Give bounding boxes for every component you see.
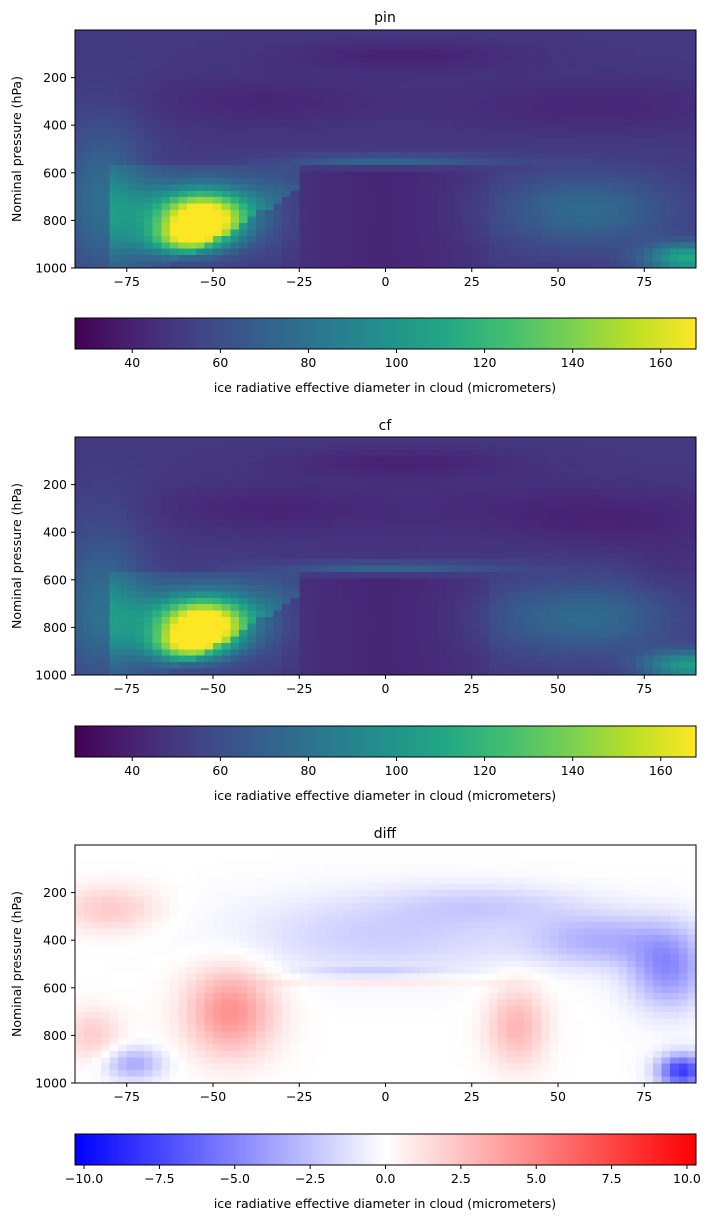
- x-tick-label: 75: [636, 681, 652, 696]
- x-tick-label: −50: [200, 274, 226, 289]
- x-tick-label: 25: [464, 1089, 480, 1104]
- colorbar-tick-label: 40: [124, 763, 140, 778]
- colorbar-tick-label: 100: [385, 355, 409, 370]
- x-tick-label: 0: [382, 681, 390, 696]
- x-tick-label: 50: [550, 274, 566, 289]
- y-tick-label: 200: [43, 70, 67, 85]
- x-tick-label: −25: [286, 1089, 312, 1104]
- colorbar: [74, 317, 697, 350]
- y-axis-label: Nominal pressure (hPa): [9, 76, 24, 222]
- x-tick-label: 25: [464, 681, 480, 696]
- colorbar-tick-label: 5.0: [526, 1171, 546, 1186]
- colorbar-ticks: −10.0 −7.5 −5.0 −2.5 0.0 2.5 5.0 7.5 10.0: [65, 1165, 701, 1186]
- panel-pin: pin −75 −50 −25 0 25 50 75 200 400 600 800 1000 No…: [9, 10, 697, 395]
- x-tick-label: −75: [114, 274, 140, 289]
- x-tick-label: −25: [286, 274, 312, 289]
- colorbar-tick-label: 140: [561, 763, 585, 778]
- colorbar-label: ice radiative effective diameter in clou…: [214, 788, 556, 803]
- x-tick-label: 75: [636, 1089, 652, 1104]
- x-tick-label: 75: [636, 274, 652, 289]
- colorbar-tick-label: 40: [124, 355, 140, 370]
- colorbar-tick-label: 100: [385, 763, 409, 778]
- y-tick-label: 1000: [35, 1076, 67, 1091]
- colorbar-tick-label: −2.5: [295, 1171, 325, 1186]
- colorbar-tick-label: 80: [300, 355, 316, 370]
- y-tick-label: 600: [43, 165, 67, 180]
- colorbar-label: ice radiative effective diameter in clou…: [214, 1196, 556, 1211]
- y-tick-label: 800: [43, 213, 67, 228]
- colorbar-tick-label: 2.5: [451, 1171, 471, 1186]
- colorbar-tick-label: −7.5: [144, 1171, 174, 1186]
- panel-cf: cf −75 −50 −25 0 25 50 75 200 400 600 800 1000 Nom…: [9, 418, 697, 803]
- x-tick-label: −25: [286, 681, 312, 696]
- x-tick-label: −75: [114, 681, 140, 696]
- x-tick-label: 0: [382, 1089, 390, 1104]
- y-tick-label: 200: [43, 885, 67, 900]
- colorbar-tick-label: 120: [473, 763, 497, 778]
- x-tick-label: −50: [200, 681, 226, 696]
- x-tick-label: 0: [382, 274, 390, 289]
- y-axis-label: Nominal pressure (hPa): [9, 483, 24, 629]
- y-tick-label: 1000: [35, 668, 67, 683]
- heatmap-image: [75, 30, 696, 268]
- colorbar-label: ice radiative effective diameter in clou…: [214, 380, 556, 395]
- y-tick-label: 200: [43, 477, 67, 492]
- y-tick-label: 400: [43, 933, 67, 948]
- y-tick-label: 800: [43, 620, 67, 635]
- colorbar-tick-label: −5.0: [220, 1171, 250, 1186]
- colorbar-tick-label: 160: [649, 355, 673, 370]
- y-tick-label: 600: [43, 980, 67, 995]
- colorbar-tick-label: 7.5: [602, 1171, 622, 1186]
- colorbar-tick-label: 140: [561, 355, 585, 370]
- heatmap-cells: [75, 437, 696, 675]
- colorbar: [74, 1133, 697, 1166]
- x-tick-label: 50: [550, 681, 566, 696]
- y-axis: 200 400 600 800 1000: [35, 70, 75, 276]
- colorbar-tick-label: 10.0: [673, 1171, 701, 1186]
- colorbar-ticks: 40 60 80 100 120 140 160: [124, 349, 673, 370]
- colorbar-tick-label: 160: [649, 763, 673, 778]
- colorbar-tick-label: −10.0: [65, 1171, 103, 1186]
- heatmap-image: [75, 437, 696, 675]
- y-tick-label: 800: [43, 1028, 67, 1043]
- x-tick-label: −50: [200, 1089, 226, 1104]
- x-tick-label: −75: [114, 1089, 140, 1104]
- y-axis-label: Nominal pressure (hPa): [9, 891, 24, 1037]
- x-axis: −75 −50 −25 0 25 50 75: [114, 268, 652, 289]
- y-tick-label: 600: [43, 572, 67, 587]
- x-tick-label: 25: [464, 274, 480, 289]
- panel-title: cf: [379, 418, 393, 434]
- colorbar-tick-label: 0.0: [376, 1171, 396, 1186]
- y-tick-label: 1000: [35, 261, 67, 276]
- heatmap-image: [75, 845, 696, 1083]
- colorbar-ticks: 40 60 80 100 120 140 160: [124, 757, 673, 778]
- colorbar-tick-label: 80: [300, 763, 316, 778]
- panel-diff: diff −75 −50 −25 0 25 50 75 200 400 600 800 1000 N…: [9, 826, 701, 1211]
- y-axis: 200 400 600 800 1000: [35, 885, 75, 1091]
- colorbar: [74, 725, 697, 758]
- x-tick-label: 50: [550, 1089, 566, 1104]
- x-axis: −75 −50 −25 0 25 50 75: [114, 675, 652, 696]
- heatmap-cells: [75, 30, 696, 268]
- panel-title: pin: [374, 10, 396, 26]
- colorbar-tick-label: 60: [212, 355, 228, 370]
- y-tick-label: 400: [43, 118, 67, 133]
- panel-title: diff: [374, 826, 397, 842]
- colorbar-tick-label: 60: [212, 763, 228, 778]
- y-tick-label: 400: [43, 525, 67, 540]
- y-axis: 200 400 600 800 1000: [35, 477, 75, 683]
- colorbar-tick-label: 120: [473, 355, 497, 370]
- heatmap-cells: [75, 845, 696, 1083]
- x-axis: −75 −50 −25 0 25 50 75: [114, 1083, 652, 1104]
